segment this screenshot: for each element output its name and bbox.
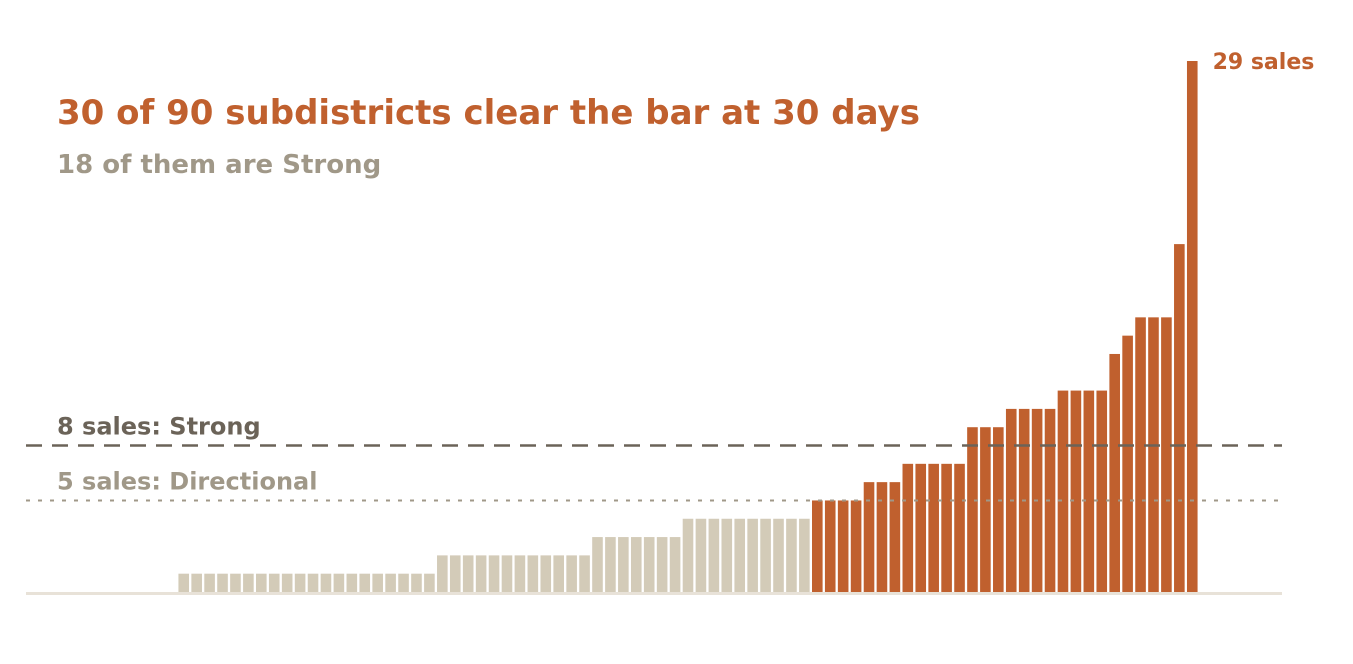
bar [1186, 61, 1198, 592]
bar [695, 518, 707, 592]
bar [462, 555, 474, 592]
bar [902, 463, 914, 592]
bar [488, 555, 500, 592]
bar [592, 537, 603, 592]
bar [889, 482, 901, 592]
bar [514, 555, 526, 592]
bar [786, 518, 797, 592]
bar [501, 555, 513, 592]
bar [1096, 390, 1108, 592]
bar [824, 500, 836, 592]
bar [1109, 353, 1120, 592]
bar [230, 573, 241, 592]
bar [268, 573, 280, 592]
bar [760, 518, 771, 592]
bar [566, 555, 577, 592]
bar [1057, 390, 1069, 592]
bar [346, 573, 358, 592]
bar [669, 537, 681, 592]
bar [605, 537, 616, 592]
bar [993, 427, 1004, 592]
bar [204, 573, 215, 592]
bar [1174, 244, 1185, 592]
bar [1135, 317, 1146, 592]
bar [941, 463, 952, 592]
bar [863, 482, 875, 592]
bar [178, 573, 190, 592]
bar [915, 463, 927, 592]
bar [876, 482, 888, 592]
bar [656, 537, 668, 592]
bar [281, 573, 293, 592]
bar [643, 537, 655, 592]
bar [333, 573, 345, 592]
bar [411, 573, 422, 592]
bar [980, 427, 991, 592]
bar [359, 573, 371, 592]
bar [1122, 335, 1133, 592]
bar [799, 518, 810, 592]
bar [191, 573, 202, 592]
bar [475, 555, 487, 592]
bar [449, 555, 461, 592]
bar [243, 573, 254, 592]
bar [217, 573, 228, 592]
chart-title: 30 of 90 subdistricts clear the bar at 3… [57, 93, 920, 133]
bar [527, 555, 539, 592]
bar [1044, 408, 1056, 592]
bar [954, 463, 965, 592]
bar [773, 518, 784, 592]
bar [294, 573, 306, 592]
bar [837, 500, 849, 592]
bar [812, 500, 823, 592]
bar [424, 573, 435, 592]
bar [1148, 317, 1159, 592]
value-label: 29 sales [1213, 50, 1315, 75]
reference-label: 8 sales: Strong [57, 413, 261, 441]
bar [747, 518, 758, 592]
bar [398, 573, 409, 592]
bar [385, 573, 396, 592]
bar [437, 555, 448, 592]
bar [1070, 390, 1082, 592]
bar [320, 573, 332, 592]
bar [1161, 317, 1172, 592]
bar [579, 555, 590, 592]
bar [682, 518, 694, 592]
bar [734, 518, 746, 592]
bar [850, 500, 862, 592]
bar [256, 573, 267, 592]
bar [307, 573, 319, 592]
bar [618, 537, 629, 592]
bar [708, 518, 720, 592]
bar [540, 555, 552, 592]
bar [928, 463, 939, 592]
bar [630, 537, 642, 592]
bar [553, 555, 564, 592]
bar [967, 427, 978, 592]
chart-subtitle: 18 of them are Strong [57, 150, 381, 180]
bar [1083, 390, 1095, 592]
reference-label: 5 sales: Directional [57, 467, 317, 495]
bar [372, 573, 383, 592]
bar [721, 518, 733, 592]
